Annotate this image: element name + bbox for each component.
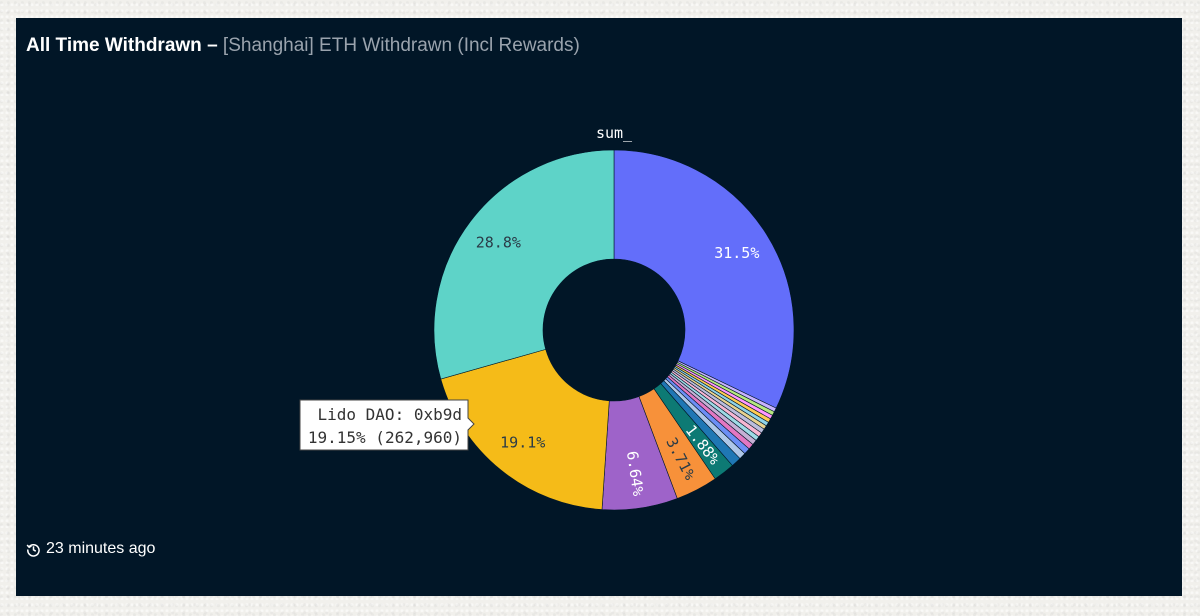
pie-slice[interactable] [613,149,795,409]
hover-tooltip: Lido DAO: 0xb9d 19.15% (262,960) [299,399,475,451]
pie-slices[interactable] [433,149,795,511]
pie-slice[interactable] [440,348,610,510]
panel-subtitle: [Shanghai] ETH Withdrawn (Incl Rewards) [222,35,580,56]
donut-chart[interactable]: sum_ 31.5%1.88%3.71%6.64%19.1%28.8% Lido… [16,18,1182,596]
slice-label: 31.5% [714,244,759,262]
last-updated: 23 minutes ago [26,540,155,558]
title-separator: – [207,35,218,56]
chart-panel: All Time Withdrawn – [Shanghai] ETH With… [16,18,1182,596]
tooltip-detail: 19.15% (262,960) [308,428,462,447]
last-updated-text: 23 minutes ago [46,540,156,557]
panel-header: All Time Withdrawn – [Shanghai] ETH With… [26,35,580,57]
panel-title: All Time Withdrawn [26,35,202,56]
chart-title: sum_ [596,124,633,142]
pie-slice[interactable] [433,149,615,380]
tooltip-name: Lido DAO: 0xb9d [318,405,463,424]
history-icon [26,543,40,557]
slice-label: 19.1% [500,434,545,452]
slice-label: 28.8% [476,234,521,252]
tooltip-box [299,399,475,451]
